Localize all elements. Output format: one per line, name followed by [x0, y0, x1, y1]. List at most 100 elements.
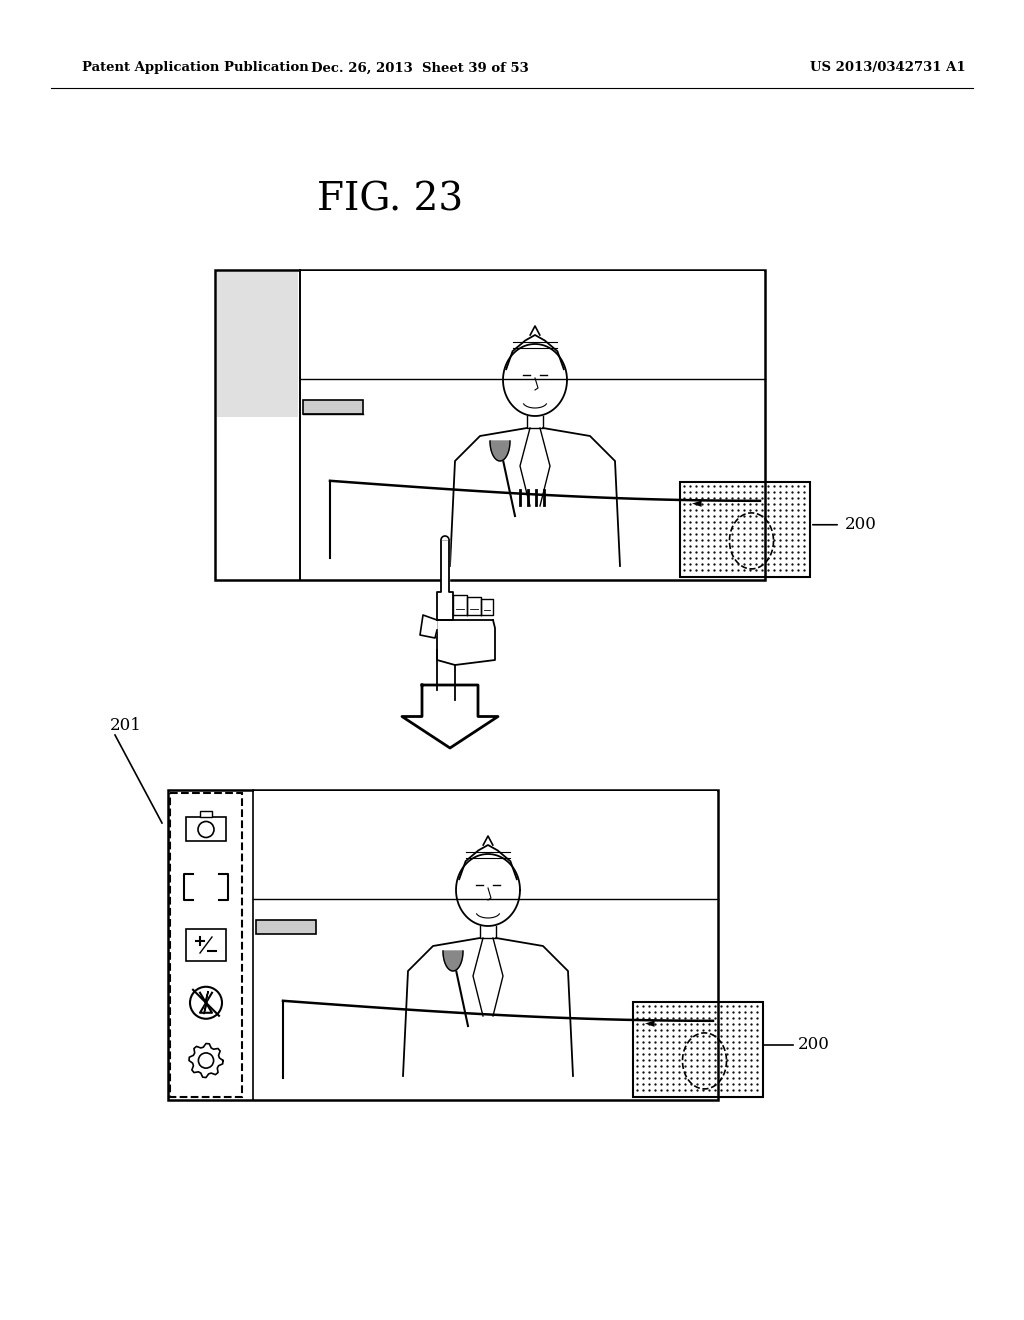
Point — [766, 494, 782, 515]
Point — [688, 487, 705, 508]
Point — [790, 482, 806, 503]
Point — [718, 548, 734, 569]
Point — [676, 487, 692, 508]
Point — [736, 506, 753, 527]
Point — [730, 541, 746, 562]
Point — [635, 1019, 651, 1040]
Point — [706, 482, 722, 503]
Point — [790, 499, 806, 520]
Point — [748, 494, 764, 515]
Point — [731, 1031, 748, 1052]
Point — [754, 553, 770, 574]
Point — [694, 548, 711, 569]
Point — [689, 1061, 706, 1082]
Point — [748, 506, 764, 527]
Point — [682, 541, 698, 562]
Point — [725, 1061, 741, 1082]
Point — [766, 548, 782, 569]
Point — [658, 1026, 675, 1047]
Point — [700, 1002, 717, 1023]
Point — [737, 1019, 754, 1040]
Point — [647, 1031, 664, 1052]
Point — [772, 494, 788, 515]
Point — [665, 1019, 681, 1040]
Point — [665, 1038, 681, 1059]
Point — [682, 560, 698, 581]
Point — [737, 1038, 754, 1059]
Point — [677, 1061, 693, 1082]
Point — [748, 499, 764, 520]
Point — [796, 529, 812, 550]
Point — [671, 1049, 687, 1071]
Point — [682, 499, 698, 520]
Point — [641, 1073, 657, 1094]
Point — [730, 487, 746, 508]
Point — [676, 475, 692, 496]
Point — [766, 506, 782, 527]
Point — [629, 1007, 645, 1028]
Polygon shape — [506, 335, 564, 370]
Point — [754, 541, 770, 562]
Point — [658, 1080, 675, 1101]
Point — [725, 1043, 741, 1064]
Point — [724, 475, 740, 496]
Point — [754, 475, 770, 496]
Point — [706, 506, 722, 527]
Point — [754, 548, 770, 569]
Point — [699, 517, 716, 539]
Point — [737, 1080, 754, 1101]
Point — [689, 1073, 706, 1094]
Point — [719, 1002, 735, 1023]
Point — [635, 1014, 651, 1035]
Point — [760, 548, 776, 569]
Bar — [168, 789, 718, 1100]
Point — [694, 560, 711, 581]
Point — [689, 1038, 706, 1059]
Point — [658, 1014, 675, 1035]
Point — [790, 541, 806, 562]
Circle shape — [190, 987, 222, 1019]
Point — [689, 1007, 706, 1028]
Point — [736, 494, 753, 515]
Point — [749, 1002, 765, 1023]
Point — [718, 494, 734, 515]
Point — [676, 548, 692, 569]
Point — [647, 1056, 664, 1077]
Point — [658, 1073, 675, 1094]
Point — [689, 1043, 706, 1064]
Point — [683, 1031, 699, 1052]
Point — [718, 487, 734, 508]
Point — [653, 1043, 670, 1064]
Point — [737, 1056, 754, 1077]
Point — [677, 1073, 693, 1094]
Polygon shape — [189, 1044, 223, 1077]
Text: Dec. 26, 2013  Sheet 39 of 53: Dec. 26, 2013 Sheet 39 of 53 — [311, 62, 528, 74]
Point — [772, 560, 788, 581]
Text: 200: 200 — [798, 1036, 829, 1053]
Point — [749, 1049, 765, 1071]
Point — [719, 1049, 735, 1071]
Point — [790, 529, 806, 550]
Point — [665, 1056, 681, 1077]
Point — [635, 1080, 651, 1101]
Point — [707, 1068, 723, 1089]
Point — [647, 1049, 664, 1071]
Point — [695, 1031, 712, 1052]
Point — [719, 1073, 735, 1094]
Point — [796, 524, 812, 545]
Point — [700, 1038, 717, 1059]
Point — [719, 995, 735, 1016]
Point — [629, 1061, 645, 1082]
Point — [778, 536, 795, 557]
Point — [796, 536, 812, 557]
Point — [689, 1068, 706, 1089]
Point — [695, 1068, 712, 1089]
Point — [699, 506, 716, 527]
Point — [700, 1080, 717, 1101]
Point — [731, 1068, 748, 1089]
Point — [676, 511, 692, 532]
Point — [718, 541, 734, 562]
Text: Patent Application Publication: Patent Application Publication — [82, 62, 309, 74]
Point — [724, 499, 740, 520]
Point — [671, 1080, 687, 1101]
